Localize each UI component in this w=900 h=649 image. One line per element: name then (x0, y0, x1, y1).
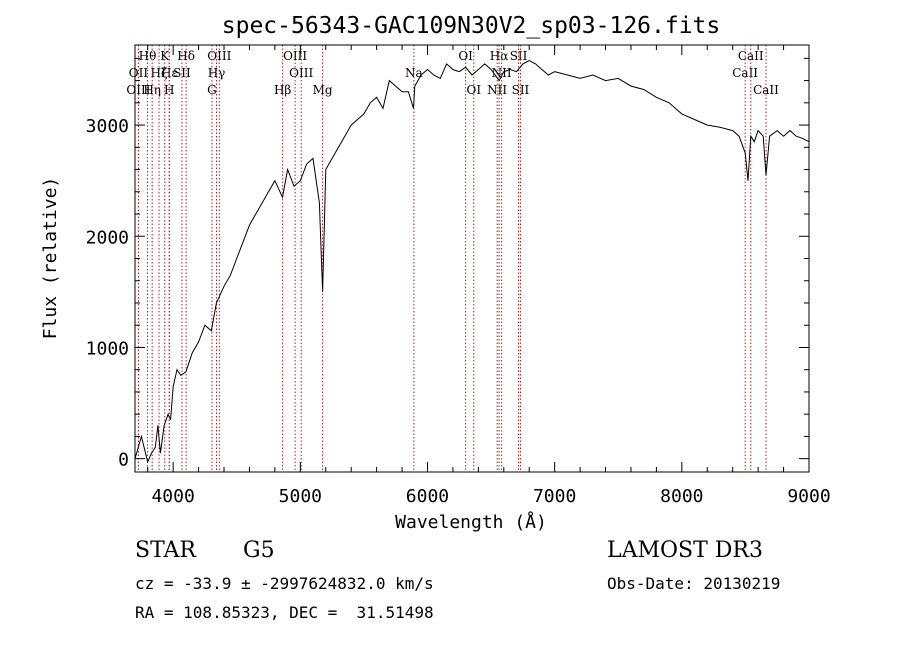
object-subclass: G5 (243, 538, 275, 563)
line-label: OIII (283, 49, 307, 63)
x-axis: 4000 5000 6000 7000 8000 9000 (147, 45, 831, 507)
x-tick-label: 4000 (151, 486, 194, 507)
line-label: OIII (207, 49, 231, 63)
y-tick-label: 2000 (86, 227, 129, 248)
line-label: CaII (738, 49, 764, 63)
line-label: Hζ (151, 66, 168, 80)
x-tick-label: 8000 (660, 486, 703, 507)
obs-date: Obs-Date: 20130219 (607, 574, 781, 593)
y-tick-label: 1000 (86, 338, 129, 359)
line-label: Hβ (274, 83, 291, 97)
line-label: OIII (126, 83, 150, 97)
line-label: CaII (732, 66, 758, 80)
line-label: Hδ (177, 49, 195, 63)
line-label: SII (510, 49, 528, 63)
y-tick-label: 3000 (86, 116, 129, 137)
line-label: Hη (143, 83, 161, 97)
line-label: NII (492, 66, 512, 80)
line-label: SII (173, 66, 191, 80)
chart-title: spec-56343-GAC109N30V2_sp03-126.fits (222, 13, 721, 39)
x-tick-label: 5000 (279, 486, 322, 507)
line-label: Hγ (208, 66, 226, 80)
line-label: OI (466, 83, 481, 97)
line-label: G (207, 83, 217, 97)
line-label: OI (458, 49, 473, 63)
object-type: STAR (135, 538, 196, 563)
line-label: OIII (289, 66, 313, 80)
x-tick-label: 6000 (406, 486, 449, 507)
line-label: Hθ (139, 49, 157, 63)
line-label: CaII (753, 83, 779, 97)
line-label: K (160, 49, 170, 63)
x-tick-label: 7000 (533, 486, 576, 507)
y-tick-label: 0 (118, 450, 129, 471)
y-axis: 0 1000 2000 3000 (86, 57, 809, 471)
plot-frame (134, 44, 810, 473)
spectrum-line (134, 60, 810, 464)
survey-name: LAMOST DR3 (607, 538, 763, 563)
line-label: Hα (490, 49, 509, 63)
line-label: H (164, 83, 174, 97)
redshift-info: cz = -33.9 ± -2997624832.0 km/s (135, 574, 434, 593)
x-axis-label: Wavelength (Å) (395, 511, 547, 533)
line-label: SII (512, 83, 530, 97)
coordinates: RA = 108.85323, DEC = 31.51498 (135, 603, 434, 622)
y-axis-label: Flux (relative) (40, 177, 61, 340)
line-label: Na (405, 66, 423, 80)
line-label: NII (487, 83, 507, 97)
line-label: Mg (313, 83, 333, 97)
x-tick-label: 9000 (787, 486, 830, 507)
